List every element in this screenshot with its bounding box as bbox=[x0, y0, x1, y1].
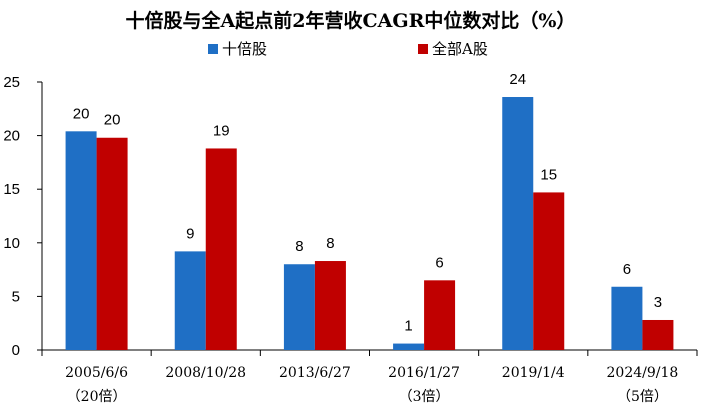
x-tick-label-2: 2013/6/27 bbox=[279, 365, 351, 381]
y-tick-label-5: 25 bbox=[3, 74, 20, 91]
x-tick-label-3: 2016/1/27 bbox=[388, 365, 460, 381]
bar-all-a-5 bbox=[642, 319, 674, 350]
y-tick-label-3: 15 bbox=[3, 181, 20, 198]
data-label-tenbagger-0: 20 bbox=[73, 105, 90, 122]
data-label-all-a-4: 15 bbox=[540, 166, 557, 183]
bar-tenbagger-2 bbox=[283, 264, 315, 350]
bar-tenbagger-5 bbox=[611, 286, 643, 350]
data-label-all-a-1: 19 bbox=[213, 122, 230, 139]
legend-label-1: 全部A股 bbox=[432, 40, 488, 58]
legend-swatch-0 bbox=[208, 44, 218, 54]
bar-all-a-4 bbox=[533, 192, 565, 350]
y-tick-label-0: 0 bbox=[12, 342, 20, 359]
x-tick-label-5: 2024/9/18 bbox=[607, 365, 679, 381]
y-tick-label-2: 10 bbox=[3, 235, 20, 252]
bar-tenbagger-1 bbox=[174, 251, 206, 350]
x-tick-note-3: （3倍） bbox=[399, 389, 450, 405]
y-tick-label-4: 20 bbox=[3, 128, 20, 145]
data-label-tenbagger-3: 1 bbox=[404, 318, 412, 335]
bar-all-a-1 bbox=[205, 148, 237, 350]
bar-tenbagger-4 bbox=[502, 97, 534, 351]
x-tick-label-4: 2019/1/4 bbox=[502, 365, 565, 381]
x-tick-label-1: 2008/10/28 bbox=[165, 365, 246, 381]
y-tick-label-1: 5 bbox=[12, 288, 20, 305]
bar-all-a-2 bbox=[314, 261, 346, 350]
chart-title: 十倍股与全A起点前2年营收CAGR中位数对比（%） bbox=[125, 10, 576, 32]
data-label-all-a-2: 8 bbox=[326, 235, 334, 252]
x-tick-note-5: （5倍） bbox=[617, 389, 668, 405]
data-label-all-a-5: 3 bbox=[654, 294, 662, 311]
data-label-all-a-3: 6 bbox=[435, 254, 443, 271]
data-label-tenbagger-2: 8 bbox=[295, 238, 303, 255]
bar-all-a-0 bbox=[96, 137, 128, 350]
x-tick-label-0: 2005/6/6 bbox=[65, 365, 128, 381]
bar-tenbagger-3 bbox=[393, 343, 425, 350]
data-label-tenbagger-4: 24 bbox=[509, 71, 526, 88]
data-label-all-a-0: 20 bbox=[104, 112, 121, 129]
bar-all-a-3 bbox=[424, 280, 456, 350]
x-tick-note-0: （20倍） bbox=[67, 389, 127, 405]
data-label-tenbagger-1: 9 bbox=[186, 225, 194, 242]
data-label-tenbagger-5: 6 bbox=[623, 261, 631, 278]
legend-swatch-1 bbox=[418, 44, 428, 54]
bar-tenbagger-0 bbox=[65, 131, 97, 350]
legend-label-0: 十倍股 bbox=[222, 40, 267, 58]
